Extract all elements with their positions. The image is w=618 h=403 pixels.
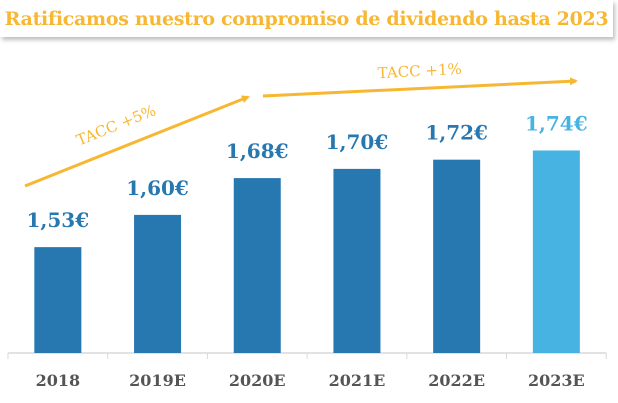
data-label: 1,53€	[27, 208, 90, 232]
chart-title: Ratificamos nuestro compromiso de divide…	[0, 0, 613, 37]
trend-arrow	[262, 77, 578, 98]
annotation: TACC +5%	[74, 101, 159, 149]
data-label: 1,74€	[525, 111, 588, 135]
x-tick-label: 2019E	[129, 371, 186, 390]
bar-2020E	[233, 178, 281, 353]
bar-2022E	[433, 159, 481, 353]
data-label: 1,72€	[425, 121, 488, 145]
bar-2018	[34, 247, 82, 353]
annotation: TACC +1%	[377, 60, 462, 82]
x-tick-label: 2021E	[329, 371, 386, 390]
bar-2021E	[333, 168, 381, 353]
x-tick-label: 2018	[36, 371, 81, 390]
data-label: 1,68€	[226, 139, 289, 163]
x-tick-label: 2020E	[229, 371, 286, 390]
bar-2023E	[532, 150, 580, 353]
x-tick-label: 2023E	[528, 371, 585, 390]
data-label: 1,60€	[126, 176, 189, 200]
x-tick-label: 2022E	[428, 371, 485, 390]
data-label: 1,70€	[326, 130, 389, 154]
bar-2019E	[134, 214, 182, 353]
trend-arrow	[24, 95, 250, 188]
